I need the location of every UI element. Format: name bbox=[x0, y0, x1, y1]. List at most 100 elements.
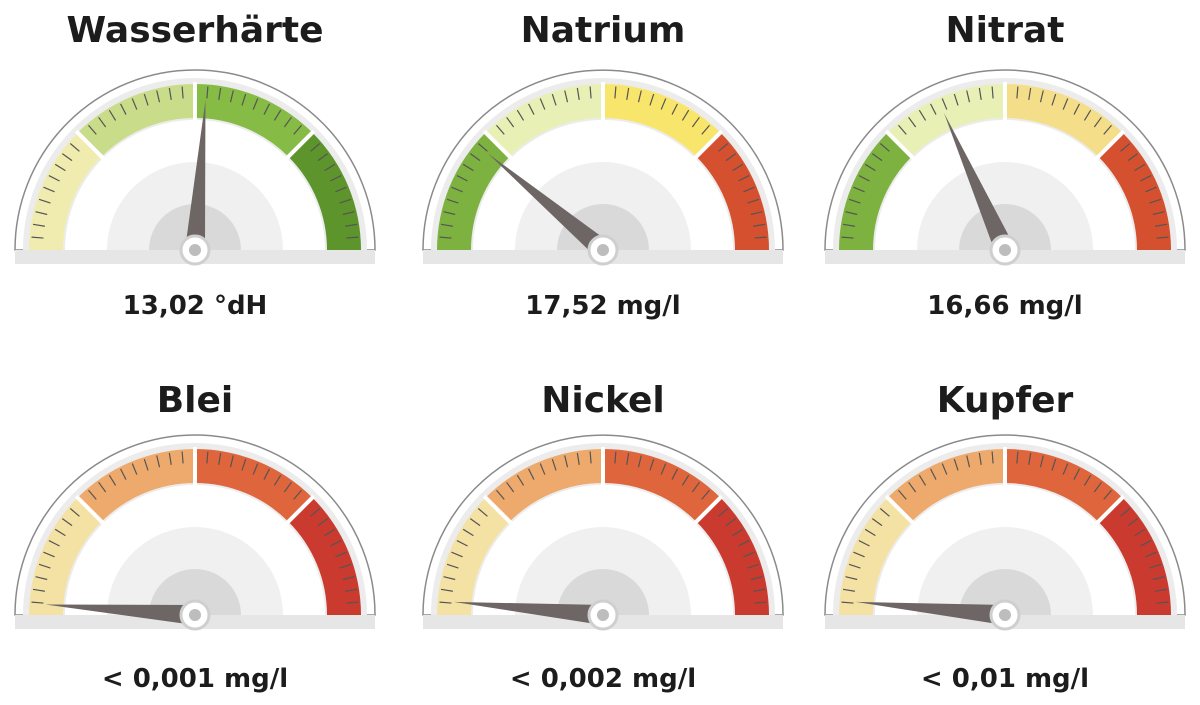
gauge-tick bbox=[576, 452, 580, 465]
gauge-band bbox=[437, 132, 510, 250]
gauge-tick bbox=[908, 116, 917, 128]
gauge-tick bbox=[539, 463, 546, 475]
gauge-tick bbox=[1051, 458, 1057, 471]
gauge-tick bbox=[864, 163, 876, 172]
gauge-separator bbox=[672, 494, 724, 546]
gauge-tick bbox=[671, 103, 678, 115]
gauge-band bbox=[195, 449, 313, 522]
gauge-tick bbox=[754, 236, 767, 239]
gauge-tick bbox=[845, 576, 858, 581]
gauge: Nickel < 0,002 mg/l bbox=[422, 380, 784, 694]
gauge-tick bbox=[842, 588, 855, 592]
gauge-tick bbox=[446, 198, 459, 204]
gauge-tick bbox=[516, 109, 525, 121]
gauge-tick bbox=[293, 124, 302, 135]
gauge-band bbox=[696, 497, 769, 615]
gauge-tick bbox=[263, 103, 270, 115]
gauge-tick bbox=[156, 90, 161, 103]
gauge-tick bbox=[462, 163, 474, 172]
gauge-tick bbox=[456, 540, 468, 547]
gauge-title: Wasserhärte bbox=[66, 10, 323, 51]
gauge-tick bbox=[1134, 163, 1146, 172]
gauge-hub-dot bbox=[999, 244, 1011, 256]
gauge-tick bbox=[898, 124, 907, 135]
gauge-hub-ring bbox=[557, 569, 649, 615]
gauge-tick bbox=[339, 563, 352, 569]
gauge-tick bbox=[978, 87, 982, 100]
gauge-needle bbox=[855, 601, 1006, 625]
gauge-tick bbox=[1028, 87, 1032, 100]
gauge-tick bbox=[241, 93, 247, 106]
gauge-tick bbox=[477, 143, 488, 152]
gauge-tick bbox=[564, 455, 569, 468]
gauge-band bbox=[288, 132, 361, 250]
gauge-tick bbox=[252, 463, 259, 475]
gauge-tick bbox=[88, 124, 97, 135]
gauge-band bbox=[1098, 132, 1171, 250]
gauge: Blei < 0,001 mg/l bbox=[14, 380, 376, 694]
gauge-tick bbox=[98, 116, 107, 128]
gauge-band bbox=[1005, 449, 1123, 522]
gauge-tick bbox=[551, 93, 557, 106]
gauge-tick bbox=[469, 518, 481, 527]
gauge-tick bbox=[614, 86, 617, 99]
gauge-tick bbox=[456, 175, 468, 182]
gauge-tick bbox=[539, 98, 546, 110]
gauge-tick bbox=[1103, 489, 1112, 500]
gauge-band bbox=[77, 84, 195, 157]
gauge-tick bbox=[283, 481, 292, 493]
gauge-band bbox=[485, 84, 603, 157]
gauge-tick bbox=[966, 90, 971, 103]
gauge-tick bbox=[120, 468, 127, 480]
gauge-value: 13,02 °dH bbox=[123, 291, 268, 321]
gauge-tick bbox=[1051, 93, 1057, 106]
gauge-tick bbox=[1083, 109, 1092, 121]
gauge-tick bbox=[335, 551, 347, 558]
gauge-tick bbox=[637, 455, 642, 468]
gauge-tick bbox=[691, 116, 700, 128]
gauge-tick bbox=[918, 474, 927, 486]
gauge-tick bbox=[496, 489, 505, 500]
gauge-tick bbox=[339, 198, 352, 204]
gauge-tick bbox=[725, 153, 737, 162]
gauge-tick bbox=[446, 563, 459, 569]
gauge-tick bbox=[725, 518, 737, 527]
gauge-tick bbox=[753, 223, 766, 227]
gauge-tick bbox=[156, 455, 161, 468]
gauge-tick bbox=[31, 601, 44, 604]
gauge-tick bbox=[750, 211, 763, 216]
gauge-tick bbox=[324, 528, 336, 537]
gauge-hub-dot bbox=[189, 244, 201, 256]
gauge-tick bbox=[930, 103, 937, 115]
gauge-tick bbox=[206, 451, 209, 464]
gauge-band bbox=[887, 449, 1005, 522]
gauge-title: Kupfer bbox=[937, 380, 1074, 421]
gauge-tick bbox=[324, 163, 336, 172]
gauge-tick bbox=[35, 211, 48, 216]
gauge-tick bbox=[252, 98, 259, 110]
gauge-tick bbox=[229, 455, 234, 468]
gauge-value: < 0,01 mg/l bbox=[921, 664, 1089, 694]
gauge-band bbox=[603, 84, 721, 157]
gauge-tick bbox=[1093, 116, 1102, 128]
gauge-needle bbox=[45, 604, 196, 625]
gauge-band bbox=[603, 449, 721, 522]
gauge-tick bbox=[1016, 451, 1019, 464]
gauge-tick bbox=[991, 86, 994, 99]
gauge-tick bbox=[528, 103, 535, 115]
gauge-tick bbox=[941, 463, 948, 475]
gauge-separator bbox=[1074, 129, 1126, 181]
gauge-tick bbox=[88, 489, 97, 500]
gauge-tick bbox=[858, 540, 870, 547]
gauge-needle bbox=[943, 112, 1015, 255]
gauge-tick bbox=[451, 551, 463, 558]
gauge-separator bbox=[482, 129, 534, 181]
gauge-tick bbox=[317, 518, 329, 527]
gauge-tick bbox=[218, 452, 222, 465]
gauge-tick bbox=[845, 211, 858, 216]
gauge-tick bbox=[32, 223, 45, 227]
gauge-tick bbox=[1120, 508, 1131, 517]
gauge-tick bbox=[61, 518, 73, 527]
gauge-tick bbox=[1140, 175, 1152, 182]
gauge-tick bbox=[908, 481, 917, 493]
